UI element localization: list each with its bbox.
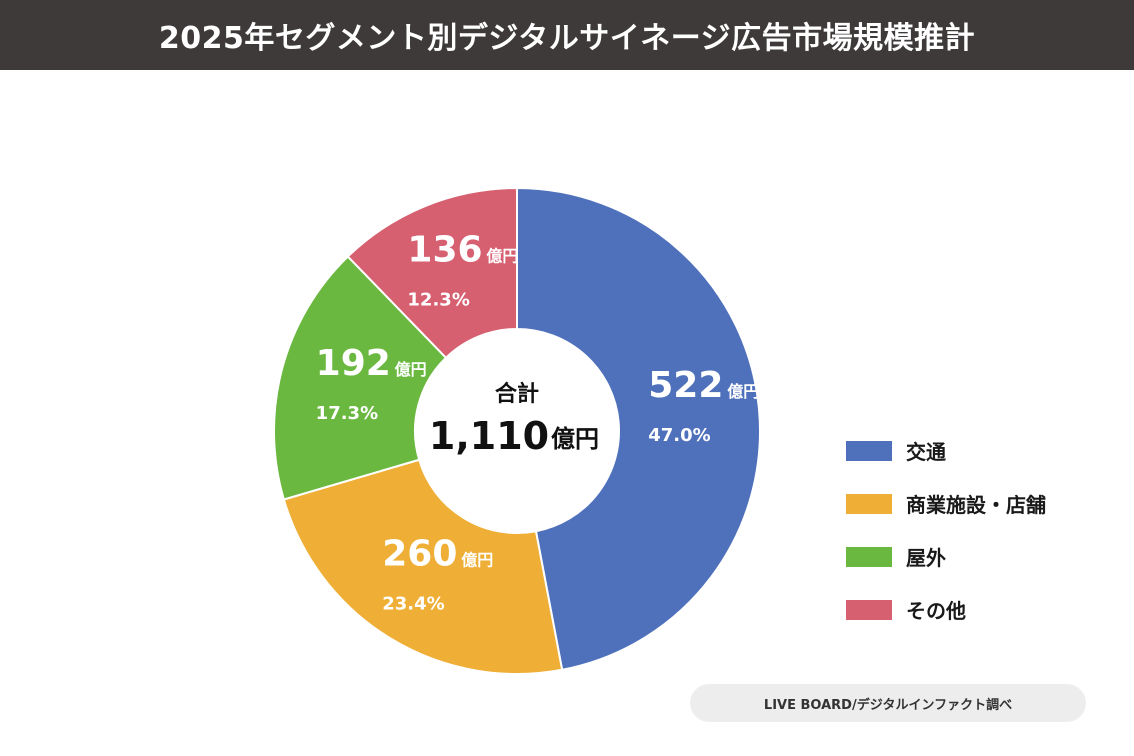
slice-unit-1: 億円	[461, 551, 493, 570]
slice-2	[273, 255, 448, 501]
slice-percent-1: 23.4%	[382, 594, 444, 615]
slice-value-1: 260	[382, 534, 457, 575]
slice-unit-3: 億円	[486, 247, 518, 266]
slice-percent-0: 47.0%	[648, 425, 710, 446]
center-total: 1,110	[429, 414, 549, 458]
slice-unit-0: 億円	[727, 382, 759, 401]
legend-item-1: 商業施設・店舗	[846, 477, 1046, 530]
slice-label-2: 192 億円 17.3%	[316, 343, 427, 424]
slice-percent-3: 12.3%	[407, 290, 469, 311]
legend-swatch-2	[846, 546, 892, 567]
source-note: LIVE BOARD/デジタルインファクト調べ	[690, 684, 1086, 722]
legend-item-2: 屋外	[846, 530, 1046, 583]
slice-3	[346, 186, 518, 360]
legend-item-3: その他	[846, 583, 1046, 636]
slice-value-2: 192	[316, 343, 391, 384]
legend-item-0: 交通	[846, 424, 1046, 477]
legend: 交通商業施設・店舗 屋外その他	[846, 424, 1046, 636]
slice-label-1: 260 億円 23.4%	[382, 534, 493, 615]
legend-swatch-3	[846, 599, 892, 620]
legend-label-0: 交通	[906, 440, 946, 464]
slice-0	[516, 186, 761, 671]
legend-swatch-0	[846, 440, 892, 461]
source-text: LIVE BOARD/デジタルインファクト調べ	[763, 697, 1013, 713]
slice-value-0: 522	[648, 365, 723, 406]
chart-title: 2025年セグメント別デジタルサイネージ広告市場規模推計	[158, 21, 976, 56]
legend-label-3: その他	[906, 599, 966, 623]
center-label: 合計	[495, 381, 539, 407]
legend-label-2: 屋外	[906, 546, 946, 570]
slice-percent-2: 17.3%	[316, 403, 378, 424]
center-unit: 億円	[551, 425, 599, 453]
slice-unit-2: 億円	[395, 360, 427, 379]
slice-value-3: 136	[407, 230, 482, 271]
legend-label-1: 商業施設・店舗	[906, 493, 1046, 517]
slice-label-0: 522 億円 47.0%	[648, 365, 759, 446]
legend-swatch-1	[846, 493, 892, 514]
slice-label-3: 136 億円 12.3%	[407, 230, 518, 311]
slice-1	[282, 458, 564, 675]
chart-title-bar: 2025年セグメント別デジタルサイネージ広告市場規模推計	[0, 0, 1134, 70]
